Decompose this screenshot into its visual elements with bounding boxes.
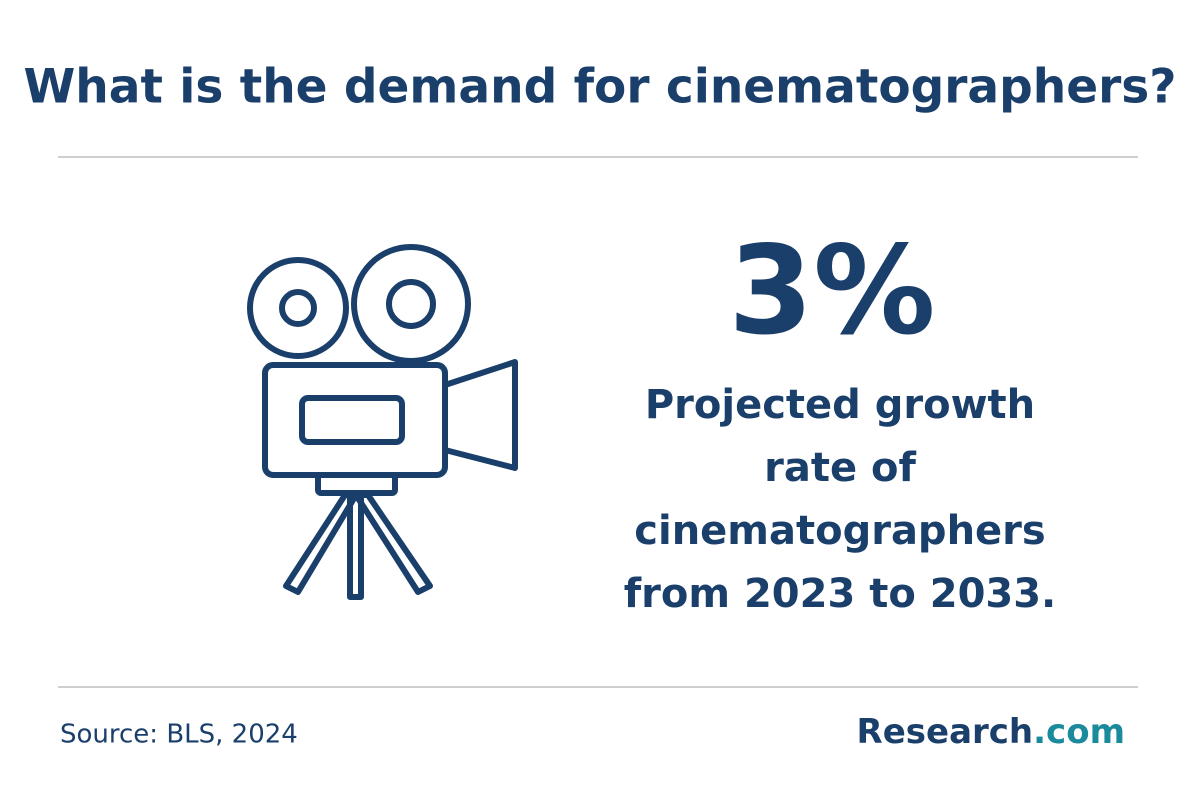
camera-icon — [247, 244, 518, 600]
stat-line: rate of — [764, 445, 916, 491]
stat-value: 3% — [728, 220, 935, 362]
logo-main: Research — [857, 712, 1034, 752]
title: What is the demand for cinematographers? — [23, 60, 1176, 115]
stat-line: cinematographers — [634, 508, 1045, 554]
logo-suffix: .com — [1033, 712, 1125, 752]
stat-line: from 2023 to 2033. — [624, 571, 1057, 617]
stat-line: Projected growth — [645, 382, 1035, 428]
source: Source: BLS, 2024 — [60, 720, 298, 750]
logo: Research.com — [857, 712, 1125, 752]
